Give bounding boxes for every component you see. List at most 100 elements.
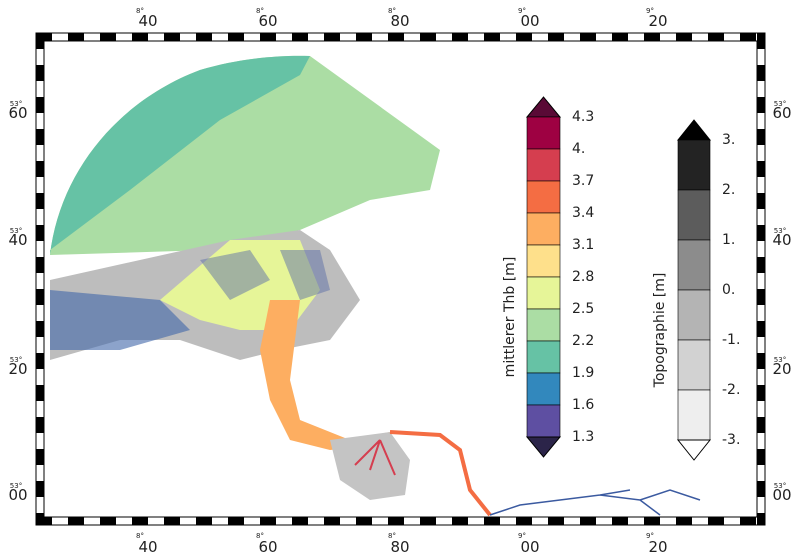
x-sublabel-top: 8° [388,7,396,15]
border-seg [452,517,468,525]
colorbar-band [526,404,561,438]
delta [354,439,396,476]
colorbar-band [526,372,561,406]
border-seg [36,65,44,81]
map-content [50,55,701,517]
y-sublabel-left: 53° [10,100,22,108]
border-seg [757,193,765,209]
colorbar-label: 2.5 [572,301,594,317]
border-seg [36,33,44,49]
colorbar-band [526,212,561,246]
colorbar-label: -1. [722,332,740,348]
estuary [260,300,390,450]
border-seg [757,129,765,145]
colorbar-label: 3.4 [572,205,594,221]
border-seg [356,33,372,41]
border-seg [757,65,765,81]
y-label-left: 00 [8,486,27,504]
colorbar-band [677,189,711,241]
x-label-bottom: 00 [520,538,539,556]
x-label-bottom: 60 [258,538,277,556]
colorbar-under [676,439,712,461]
y-sublabel-right: 53° [774,356,786,364]
y-sublabel-right: 53° [774,100,786,108]
border-seg [644,517,660,525]
colorbar-band [526,340,561,374]
border-seg [228,517,244,525]
colorbar-band [526,244,561,278]
border-seg [36,97,44,113]
y-sublabel-left: 53° [10,356,22,364]
colorbar-band [526,148,561,182]
border-seg [100,517,116,525]
x-sublabel-top: 9° [518,7,526,15]
border-seg [324,33,340,41]
border-seg [36,225,44,241]
colorbar-band [526,116,561,150]
colorbar-label: 1.6 [572,397,594,413]
y-label-right: 20 [772,360,791,378]
border-seg [757,417,765,433]
y-label-left: 40 [8,231,27,249]
border-seg [36,449,44,465]
y-sublabel-left: 53° [10,227,22,235]
channels-mid [200,250,330,300]
colorbar-label: -2. [722,382,740,398]
border-seg [132,33,148,41]
border-seg [36,257,44,273]
colorbar-band [677,139,711,191]
colorbar-band [526,276,561,310]
border-inner [43,40,758,518]
border-seg [260,33,276,41]
y-label-right: 40 [772,231,791,249]
border-seg [516,517,532,525]
flats-east [330,432,410,500]
y-label-right: 60 [772,104,791,122]
border-seg [356,517,372,525]
border-seg [740,33,756,41]
border-seg [388,517,404,525]
colorbar-label: 3.7 [572,173,594,189]
border-seg [36,417,44,433]
x-label-top: 00 [520,12,539,30]
colorbar-label: 4. [572,141,585,157]
border-seg [68,517,84,525]
border-seg [612,33,628,41]
border-seg [757,481,765,497]
border-seg [388,33,404,41]
border-seg [757,225,765,241]
y-label-left: 60 [8,104,27,122]
border-seg [580,33,596,41]
x-sublabel-bottom: 8° [388,532,396,540]
colorbar-title: mittlerer Thb [m] [502,257,518,378]
border-seg [36,129,44,145]
colorbar-label: 0. [722,282,735,298]
x-label-top: 80 [390,12,409,30]
border-seg [676,517,692,525]
border-seg [36,289,44,305]
border-seg [452,33,468,41]
y-sublabel-left: 53° [10,482,22,490]
x-sublabel-bottom: 9° [518,532,526,540]
border-seg [164,33,180,41]
colorbar-label: 3.1 [572,237,594,253]
border-seg [757,385,765,401]
border-seg [100,33,116,41]
border-seg [196,517,212,525]
colorbar-label: 2.8 [572,269,594,285]
border-seg [260,517,276,525]
colorbar-under [525,436,562,458]
axis-labels: 408°408°608°608°808°808°009°009°209°209°… [8,7,791,556]
border-seg [708,517,724,525]
colorbar-label: 3. [722,132,735,148]
colorbar-label: 2.2 [572,333,594,349]
x-label-top: 20 [648,12,667,30]
border-seg [612,517,628,525]
border-seg [36,161,44,177]
x-label-bottom: 80 [390,538,409,556]
border-seg [164,517,180,525]
colorbar-thb: 4.3 4. 3.7 3.4 3.1 2.8 2.5 2.2 1.9 1.6 1.3 mittlere… [502,96,594,458]
border-seg [757,161,765,177]
border-seg [68,33,84,41]
river [389,430,492,517]
